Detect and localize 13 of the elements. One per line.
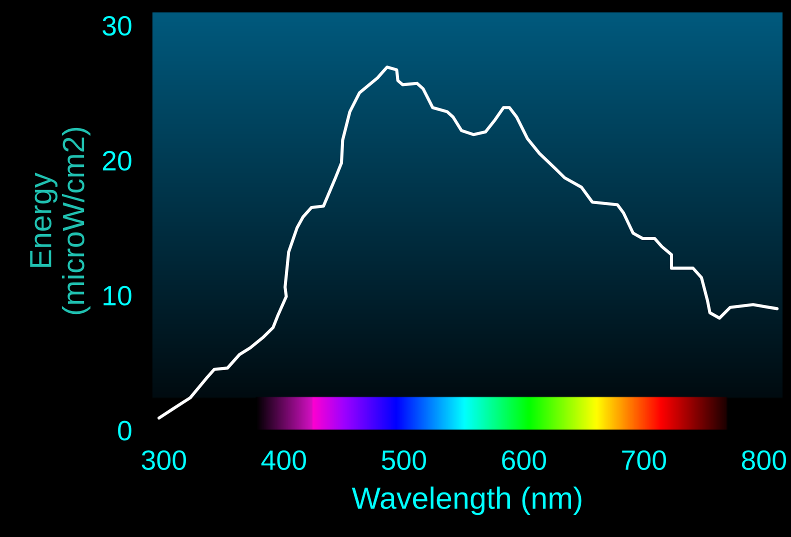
x-axis-title: Wavelength (nm) — [352, 486, 582, 516]
x-tick-label: 700 — [622, 450, 666, 470]
x-tick-label: 400 — [261, 450, 306, 470]
y-tick-label: 30 — [102, 16, 132, 36]
x-tick-label: 800 — [742, 450, 786, 470]
x-tick-label: 300 — [142, 450, 186, 470]
line-series — [158, 66, 779, 420]
x-tick-label: 600 — [502, 450, 546, 470]
x-tick-label: 500 — [382, 450, 426, 470]
y-tick-label: 0 — [118, 420, 132, 440]
y-tick-label: 20 — [102, 150, 132, 171]
y-tick-label: 10 — [104, 286, 132, 306]
y-axis-title: Energy (microW/cm2) — [30, 128, 90, 314]
